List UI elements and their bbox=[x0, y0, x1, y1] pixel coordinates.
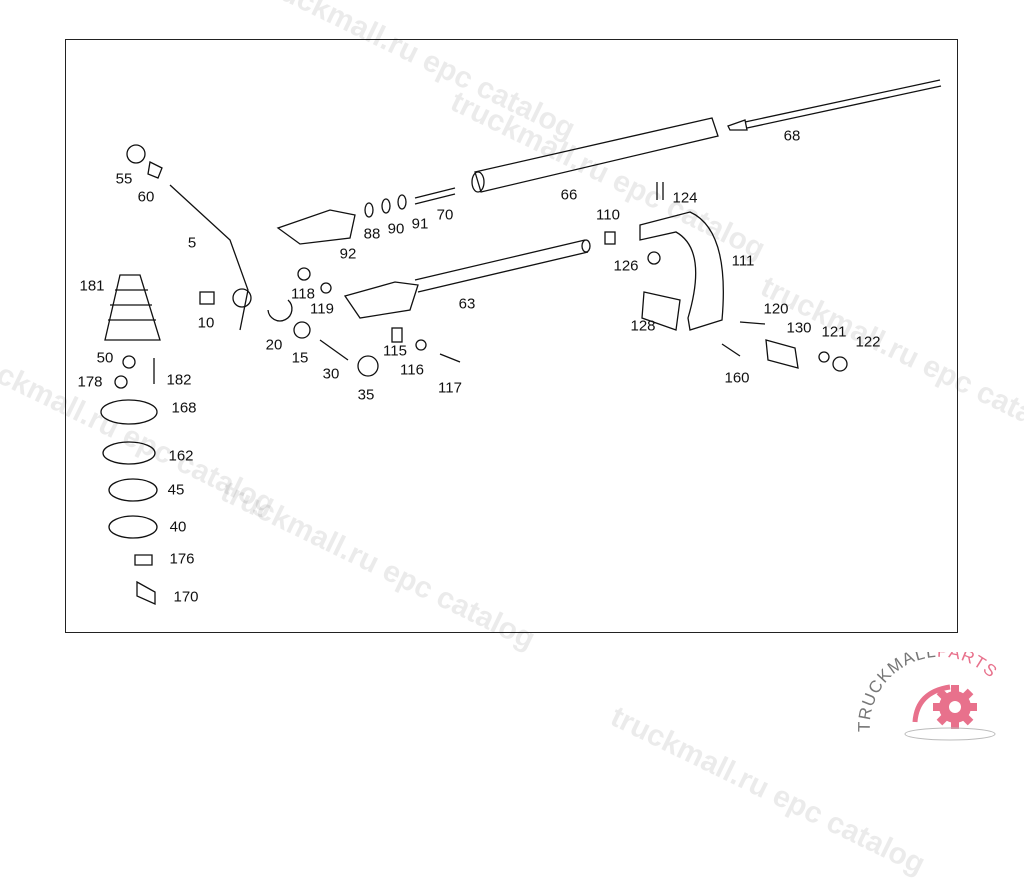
rod-66 bbox=[471, 117, 719, 193]
part-label-30: 30 bbox=[322, 365, 340, 383]
part-label-128: 128 bbox=[630, 317, 656, 335]
part-label-126: 126 bbox=[613, 257, 639, 275]
svg-text:TRUCKMALLPARTS: TRUCKMALLPARTS bbox=[855, 652, 1001, 732]
rings-88-91 bbox=[364, 194, 407, 218]
part-label-50: 50 bbox=[96, 349, 114, 367]
shift-lever-5 bbox=[126, 144, 252, 331]
part-label-90: 90 bbox=[387, 220, 405, 238]
joint-130 bbox=[721, 321, 848, 372]
part-label-160: 160 bbox=[724, 369, 750, 387]
truckmall-parts-logo: TRUCKMALLPARTS bbox=[855, 652, 1001, 741]
part-label-92: 92 bbox=[339, 245, 357, 263]
part-label-176: 176 bbox=[169, 550, 195, 568]
part-label-5: 5 bbox=[187, 234, 197, 252]
parts-drawing bbox=[100, 79, 942, 606]
rod-68 bbox=[727, 79, 942, 131]
gear-icon bbox=[933, 685, 977, 729]
part-label-110: 110 bbox=[596, 206, 620, 224]
part-label-162: 162 bbox=[168, 447, 194, 465]
part-label-118: 118 bbox=[291, 285, 315, 303]
part-label-91: 91 bbox=[411, 215, 429, 233]
part-label-68: 68 bbox=[783, 127, 801, 145]
part-label-181: 181 bbox=[79, 277, 105, 295]
part-label-111: 111 bbox=[731, 252, 755, 270]
part-label-70: 70 bbox=[436, 206, 454, 224]
part-label-119: 119 bbox=[310, 300, 334, 318]
bushings bbox=[199, 267, 461, 377]
part-label-178: 178 bbox=[77, 373, 103, 391]
logo-text-accent: PARTS bbox=[937, 652, 1001, 682]
lever-92 bbox=[276, 209, 356, 245]
part-label-20: 20 bbox=[265, 336, 283, 354]
part-label-88: 88 bbox=[363, 225, 381, 243]
part-label-66: 66 bbox=[560, 186, 578, 204]
part-label-115: 115 bbox=[383, 342, 407, 360]
part-label-130: 130 bbox=[786, 319, 812, 337]
part-label-45: 45 bbox=[167, 481, 185, 499]
part-label-35: 35 bbox=[357, 386, 375, 404]
plates bbox=[100, 355, 158, 606]
part-label-40: 40 bbox=[169, 518, 187, 536]
lever-63-fork bbox=[343, 281, 419, 319]
part-label-55: 55 bbox=[115, 170, 133, 188]
part-label-122: 122 bbox=[855, 333, 881, 351]
diagram-frame bbox=[65, 39, 958, 633]
rod-63 bbox=[414, 239, 591, 293]
part-label-116: 116 bbox=[400, 361, 424, 379]
part-label-121: 121 bbox=[821, 323, 847, 341]
part-label-117: 117 bbox=[438, 379, 462, 397]
logo-text-main: TRUCKMALL bbox=[855, 652, 938, 732]
part-label-60: 60 bbox=[137, 188, 155, 206]
part-label-168: 168 bbox=[171, 399, 197, 417]
part-label-10: 10 bbox=[197, 314, 215, 332]
part-label-15: 15 bbox=[291, 349, 309, 367]
part-label-120: 120 bbox=[763, 300, 789, 318]
part-label-170: 170 bbox=[173, 588, 199, 606]
part-label-182: 182 bbox=[166, 371, 192, 389]
bracket-111 bbox=[604, 182, 724, 331]
spring-70 bbox=[414, 187, 456, 205]
part-label-63: 63 bbox=[458, 295, 476, 313]
part-label-124: 124 bbox=[672, 189, 698, 207]
boot-181 bbox=[104, 274, 161, 341]
